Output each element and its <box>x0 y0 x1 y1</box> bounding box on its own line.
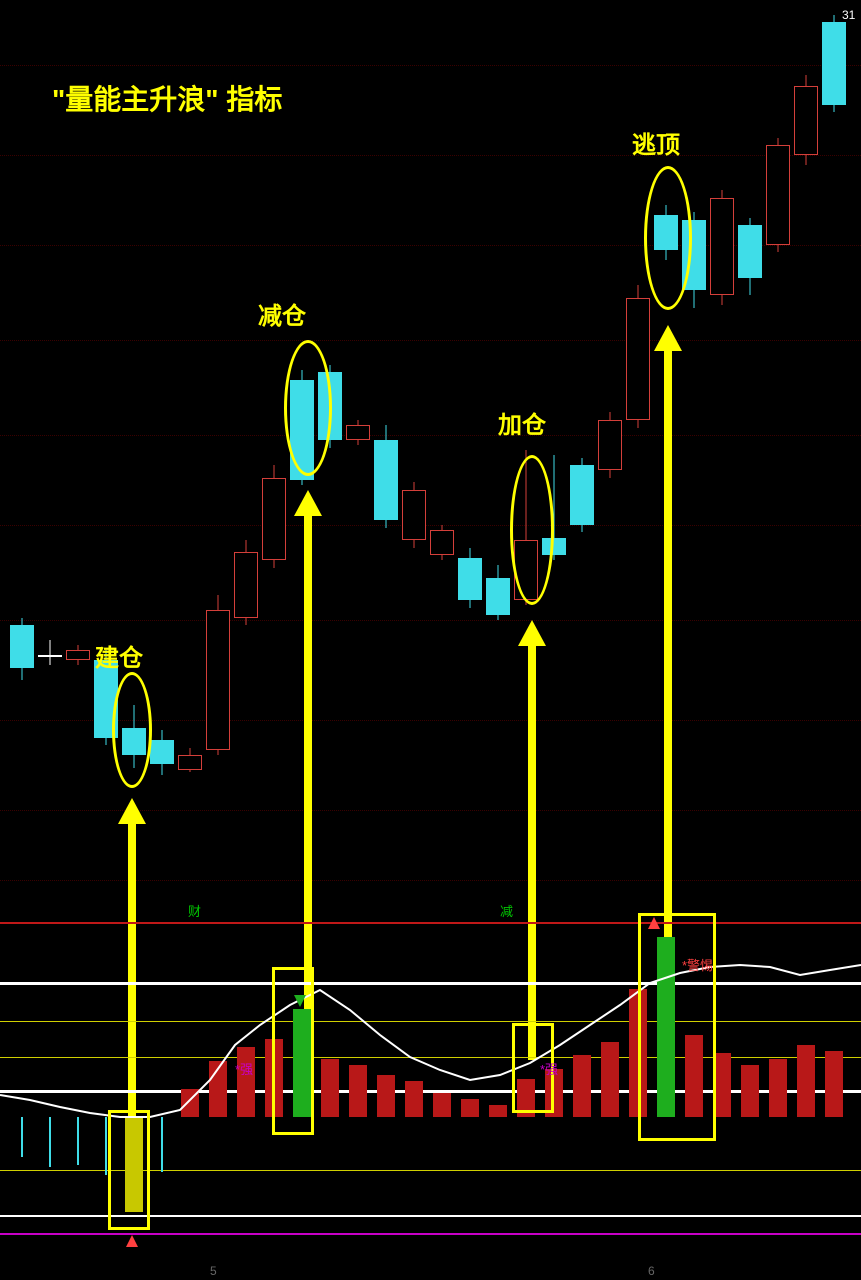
arrow-head-icon <box>294 490 322 516</box>
candle <box>458 0 482 895</box>
candle <box>10 0 34 895</box>
indicator-small-label: 减 <box>500 901 513 920</box>
annotation-label: 减仓 <box>258 296 306 331</box>
candle <box>206 0 230 895</box>
annotation-ellipse <box>112 672 152 788</box>
candle <box>486 0 510 895</box>
indicator-small-label: *强 <box>540 1059 558 1078</box>
candle <box>374 0 398 895</box>
indicator-small-label: 财 <box>188 901 201 920</box>
candle <box>178 0 202 895</box>
candle <box>234 0 258 895</box>
candle <box>794 0 818 895</box>
candle <box>430 0 454 895</box>
candle <box>682 0 706 895</box>
arrow-head-icon <box>654 325 682 351</box>
candle <box>150 0 174 895</box>
annotation-label: 逃顶 <box>632 125 680 160</box>
indicator-highlight-rect <box>272 967 314 1135</box>
up-arrow-icon <box>648 917 660 929</box>
candle <box>738 0 762 895</box>
down-arrow-icon <box>294 995 306 1007</box>
annotation-label: 建仓 <box>95 638 143 673</box>
candle <box>402 0 426 895</box>
candle <box>822 0 846 895</box>
up-arrow-icon <box>126 1235 138 1247</box>
indicator-small-label: *警惕 <box>682 955 713 974</box>
annotation-ellipse <box>510 455 554 605</box>
candle <box>766 0 790 895</box>
annotation-ellipse <box>644 166 692 310</box>
annotation-ellipse <box>284 340 332 476</box>
arrow-head-icon <box>518 620 546 646</box>
candle <box>570 0 594 895</box>
down-arrow-icon <box>659 995 671 1007</box>
candle <box>598 0 622 895</box>
annotation-label: 加仓 <box>498 405 546 440</box>
x-axis-tick: 6 <box>648 1264 655 1278</box>
candle <box>346 0 370 895</box>
indicator-highlight-rect <box>638 913 716 1141</box>
candle <box>38 0 62 895</box>
candle <box>66 0 90 895</box>
x-axis-tick: 5 <box>210 1264 217 1278</box>
indicator-small-label: *强 <box>235 1059 253 1078</box>
candle <box>542 0 566 895</box>
indicator-highlight-rect <box>108 1110 150 1230</box>
candle <box>710 0 734 895</box>
candle <box>262 0 286 895</box>
arrow-head-icon <box>118 798 146 824</box>
